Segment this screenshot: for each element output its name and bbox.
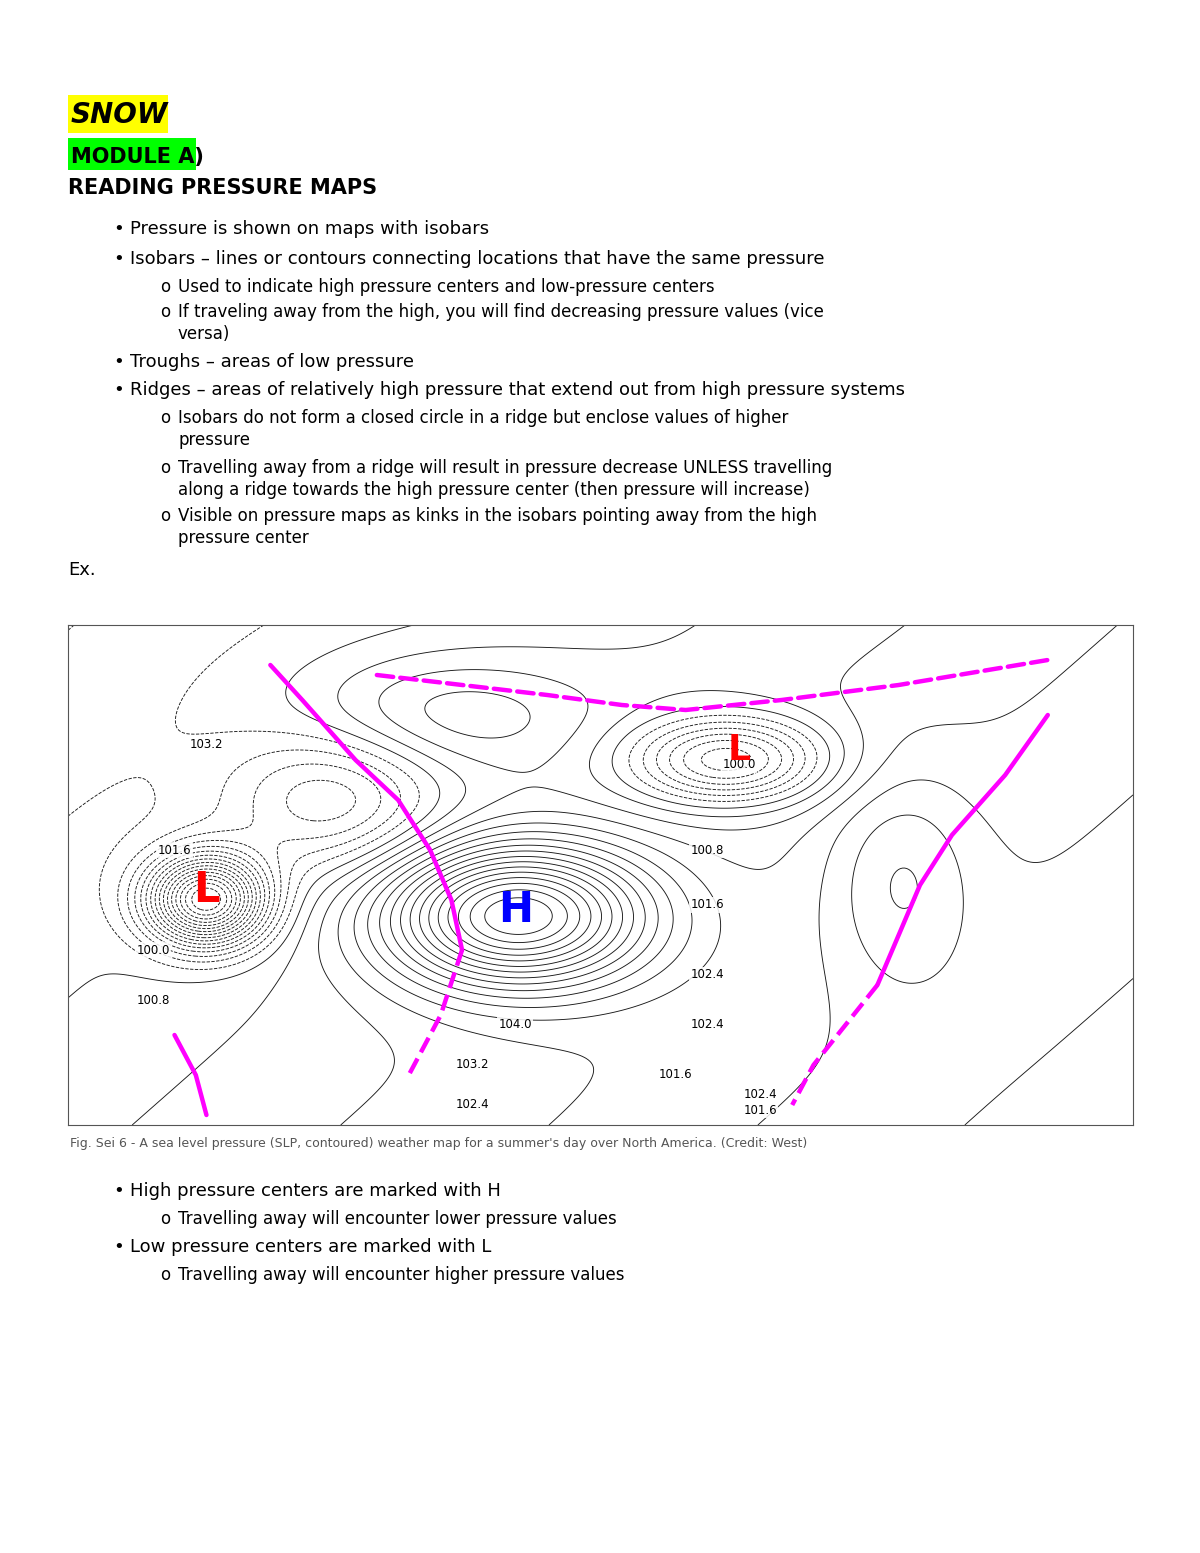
Bar: [68, 138, 196, 169]
Text: o: o: [160, 460, 170, 477]
Text: MODULE A): MODULE A): [71, 148, 204, 168]
Text: o: o: [160, 408, 170, 427]
Text: Ex.: Ex.: [68, 561, 96, 579]
Text: High pressure centers are marked with H: High pressure centers are marked with H: [130, 1182, 500, 1200]
Text: Fig. Sei 6 - A sea level pressure (SLP, contoured) weather map for a summer's da: Fig. Sei 6 - A sea level pressure (SLP, …: [70, 1137, 808, 1151]
Text: o: o: [160, 303, 170, 321]
Text: If traveling away from the high, you will find decreasing pressure values (vice: If traveling away from the high, you wil…: [178, 303, 824, 321]
Text: Visible on pressure maps as kinks in the isobars pointing away from the high: Visible on pressure maps as kinks in the…: [178, 506, 817, 525]
Text: versa): versa): [178, 325, 230, 343]
Text: o: o: [160, 1266, 170, 1284]
Text: •: •: [113, 380, 124, 399]
Text: Pressure is shown on maps with isobars: Pressure is shown on maps with isobars: [130, 221, 490, 238]
Text: READING PRESSURE MAPS: READING PRESSURE MAPS: [68, 179, 377, 197]
Text: pressure center: pressure center: [178, 530, 308, 547]
Text: Low pressure centers are marked with L: Low pressure centers are marked with L: [130, 1238, 491, 1256]
Text: o: o: [160, 1210, 170, 1228]
Bar: [68, 95, 168, 134]
Text: o: o: [160, 506, 170, 525]
Text: Isobars – lines or contours connecting locations that have the same pressure: Isobars – lines or contours connecting l…: [130, 250, 824, 269]
Text: along a ridge towards the high pressure center (then pressure will increase): along a ridge towards the high pressure …: [178, 481, 810, 499]
Text: Travelling away from a ridge will result in pressure decrease UNLESS travelling: Travelling away from a ridge will result…: [178, 460, 833, 477]
Text: Troughs – areas of low pressure: Troughs – areas of low pressure: [130, 353, 414, 371]
Text: •: •: [113, 221, 124, 238]
Text: •: •: [113, 1182, 124, 1200]
Text: •: •: [113, 1238, 124, 1256]
Text: Travelling away will encounter higher pressure values: Travelling away will encounter higher pr…: [178, 1266, 624, 1284]
Text: Ridges – areas of relatively high pressure that extend out from high pressure sy: Ridges – areas of relatively high pressu…: [130, 380, 905, 399]
Text: Isobars do not form a closed circle in a ridge but enclose values of higher: Isobars do not form a closed circle in a…: [178, 408, 788, 427]
Text: Used to indicate high pressure centers and low-pressure centers: Used to indicate high pressure centers a…: [178, 278, 715, 297]
Text: Travelling away will encounter lower pressure values: Travelling away will encounter lower pre…: [178, 1210, 617, 1228]
Text: pressure: pressure: [178, 432, 250, 449]
Text: •: •: [113, 250, 124, 269]
Text: SNOW: SNOW: [71, 101, 168, 129]
Text: •: •: [113, 353, 124, 371]
Text: o: o: [160, 278, 170, 297]
